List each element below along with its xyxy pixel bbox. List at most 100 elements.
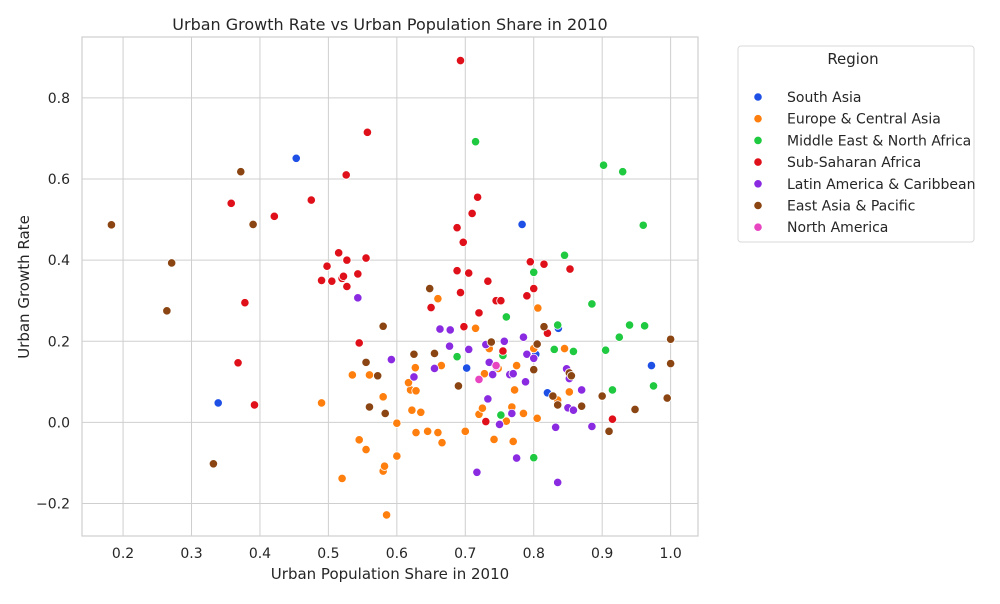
data-point <box>291 153 301 163</box>
data-point <box>411 427 421 438</box>
data-point <box>525 257 535 267</box>
data-point <box>240 298 250 308</box>
data-point <box>597 391 607 401</box>
x-tick-label: 0.3 <box>180 546 202 562</box>
data-point <box>568 346 579 357</box>
data-point <box>587 299 597 309</box>
plot-area-frame <box>81 36 699 537</box>
data-point <box>529 353 539 363</box>
data-point <box>458 237 468 247</box>
data-point <box>614 332 624 342</box>
data-point <box>341 170 351 180</box>
data-point <box>489 434 499 445</box>
y-tick-label: 0.8 <box>48 91 70 107</box>
x-tick-label: 0.8 <box>523 546 545 562</box>
data-point <box>648 381 659 391</box>
data-point <box>499 336 509 346</box>
x-tick-label: 1.0 <box>659 546 681 562</box>
data-point <box>470 323 481 333</box>
data-point <box>455 287 466 298</box>
data-point <box>491 361 501 371</box>
data-point <box>425 283 435 294</box>
y-tick-labels: −0.2 0.0 0.2 0.4 0.6 0.8 <box>36 91 70 513</box>
data-point <box>577 385 587 395</box>
data-point <box>467 208 477 219</box>
data-point <box>501 312 511 322</box>
data-point <box>213 398 223 408</box>
data-point <box>429 348 440 359</box>
data-point <box>233 358 243 368</box>
data-point <box>410 363 420 373</box>
data-point <box>470 137 481 147</box>
data-point <box>361 357 371 367</box>
data-point <box>453 381 464 391</box>
data-point <box>566 371 576 381</box>
y-tick-label: 0.2 <box>48 334 70 350</box>
data-point <box>444 341 455 351</box>
data-point <box>106 220 117 230</box>
data-point <box>496 410 506 420</box>
data-point <box>452 352 462 362</box>
data-point <box>452 266 462 276</box>
data-point <box>353 293 363 303</box>
data-point <box>464 268 474 278</box>
data-point <box>162 306 172 316</box>
data-point <box>373 371 383 381</box>
data-point <box>342 281 352 292</box>
data-point <box>577 401 587 411</box>
data-point <box>529 267 539 277</box>
data-point <box>380 408 390 419</box>
data-point <box>604 426 614 436</box>
data-point <box>354 435 364 445</box>
x-tick-label: 0.4 <box>249 546 271 562</box>
data-point <box>426 302 436 313</box>
data-point <box>452 223 462 233</box>
data-point <box>473 192 483 202</box>
legend-marker <box>753 179 763 189</box>
data-point <box>362 127 373 137</box>
legend-marker <box>753 92 763 102</box>
data-point <box>378 321 388 331</box>
data-point <box>409 372 419 382</box>
legend-label: East Asia & Pacific <box>787 199 915 215</box>
data-point <box>553 400 563 410</box>
data-point <box>269 211 279 221</box>
data-point <box>548 391 558 401</box>
data-point <box>533 303 543 313</box>
data-point <box>462 363 472 373</box>
data-point <box>587 421 597 432</box>
data-point <box>518 332 529 342</box>
legend-marker <box>753 222 763 232</box>
data-point <box>378 392 388 402</box>
data-point <box>517 219 527 230</box>
data-point <box>486 337 496 347</box>
data-point <box>539 322 549 332</box>
legend-box <box>737 45 975 243</box>
data-point <box>529 453 539 463</box>
legend-marker <box>753 114 763 124</box>
data-point <box>600 345 611 355</box>
legend-label: South Asia <box>787 90 861 106</box>
y-tick-label: −0.2 <box>36 497 70 513</box>
data-point <box>306 195 316 205</box>
data-point <box>435 324 445 334</box>
data-point <box>379 461 390 471</box>
data-point <box>354 338 364 348</box>
data-point <box>411 386 421 396</box>
data-point <box>512 361 522 371</box>
data-point <box>407 405 417 415</box>
data-point <box>483 276 493 286</box>
data-point <box>564 387 574 397</box>
data-point <box>618 167 628 177</box>
grid <box>82 37 698 536</box>
data-point <box>477 403 487 413</box>
data-point <box>520 377 531 387</box>
data-point <box>474 308 484 318</box>
data-point <box>481 416 491 427</box>
data-point <box>494 419 505 430</box>
data-point <box>226 198 236 208</box>
data-point <box>512 453 522 463</box>
data-point <box>342 255 352 265</box>
data-point <box>549 344 559 354</box>
